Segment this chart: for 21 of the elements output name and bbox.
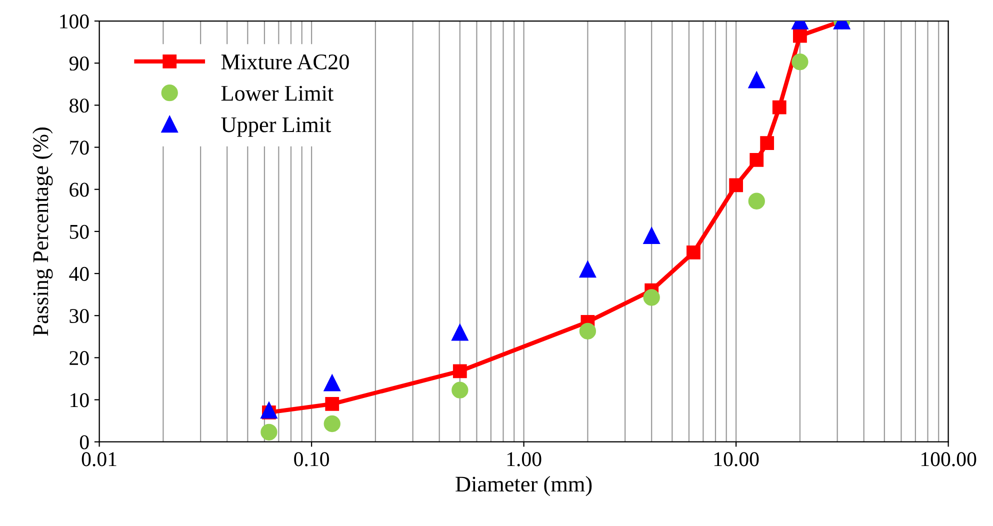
y-axis-title: Passing Percentage (%) xyxy=(32,128,53,336)
x-tick-label: 100.00 xyxy=(922,452,976,466)
y-tick-label: 90 xyxy=(69,56,89,71)
y-tick-label: 10 xyxy=(70,393,89,408)
y-tick-label: 60 xyxy=(70,182,89,197)
x-tick-label: 0.01 xyxy=(82,452,116,466)
legend-label: Upper Limit xyxy=(221,117,332,137)
y-tick-label: 70 xyxy=(70,140,89,155)
x-tick-label: 0.10 xyxy=(294,452,329,466)
legend-label: Mixture AC20 xyxy=(221,54,349,70)
y-tick-label: 80 xyxy=(70,98,89,113)
y-tick-label: 0 xyxy=(80,435,89,450)
legend-label: Lower Limit xyxy=(221,86,334,101)
x-tick-label: 1.00 xyxy=(507,452,542,466)
y-tick-label: 30 xyxy=(70,308,89,324)
y-tick-label: 40 xyxy=(69,266,89,281)
y-tick-label: 100 xyxy=(60,14,89,28)
x-tick-label: 10.00 xyxy=(714,452,759,466)
y-tick-label: 20 xyxy=(70,351,89,366)
x-axis-title: Diameter (mm) xyxy=(456,476,592,496)
y-tick-label: 50 xyxy=(70,224,89,239)
